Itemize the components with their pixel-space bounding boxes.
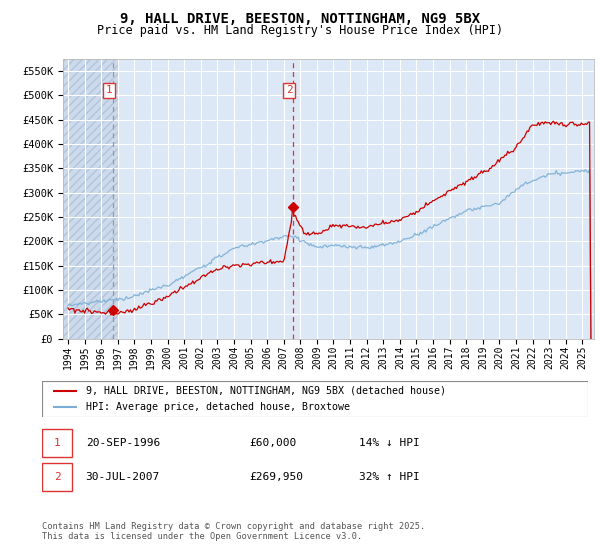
Text: 1: 1 [106, 86, 112, 95]
Text: 32% ↑ HPI: 32% ↑ HPI [359, 472, 419, 482]
Text: 30-JUL-2007: 30-JUL-2007 [86, 472, 160, 482]
Text: 9, HALL DRIVE, BEESTON, NOTTINGHAM, NG9 5BX (detached house): 9, HALL DRIVE, BEESTON, NOTTINGHAM, NG9 … [86, 386, 446, 396]
Text: HPI: Average price, detached house, Broxtowe: HPI: Average price, detached house, Brox… [86, 402, 350, 412]
Text: Contains HM Land Registry data © Crown copyright and database right 2025.
This d: Contains HM Land Registry data © Crown c… [42, 522, 425, 542]
Text: Price paid vs. HM Land Registry's House Price Index (HPI): Price paid vs. HM Land Registry's House … [97, 24, 503, 36]
Text: 9, HALL DRIVE, BEESTON, NOTTINGHAM, NG9 5BX: 9, HALL DRIVE, BEESTON, NOTTINGHAM, NG9 … [120, 12, 480, 26]
Bar [42, 429, 72, 456]
Text: £60,000: £60,000 [250, 438, 297, 448]
Text: 20-SEP-1996: 20-SEP-1996 [86, 438, 160, 448]
Text: 2: 2 [53, 472, 61, 482]
Text: 2: 2 [286, 86, 293, 95]
Text: £269,950: £269,950 [250, 472, 304, 482]
Text: 14% ↓ HPI: 14% ↓ HPI [359, 438, 419, 448]
Text: 1: 1 [53, 438, 61, 448]
Bar [42, 463, 72, 491]
